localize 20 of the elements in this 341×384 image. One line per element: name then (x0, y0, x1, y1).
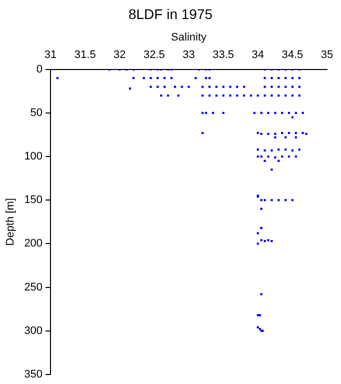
y-tick-label: 250 (24, 281, 43, 294)
y-tick-label: 200 (24, 238, 43, 250)
y-tick-label: 50 (30, 107, 43, 120)
x-axis-title: Salinity (171, 32, 207, 44)
y-axis-title: Depth [m] (4, 198, 17, 246)
x-tick-label: 34 (252, 48, 264, 61)
y-tick-label: 300 (24, 324, 43, 337)
x-tick-label: 31 (44, 48, 57, 61)
x-tick-label: 33 (182, 48, 195, 61)
x-tick-label: 32.5 (144, 48, 165, 61)
y-tick-label: 150 (24, 194, 43, 206)
x-tick-label: 33.5 (212, 48, 234, 61)
y-tick-label: 350 (24, 368, 43, 380)
x-tick-label: 32 (114, 48, 126, 61)
x-tick-label: 34.5 (282, 48, 304, 61)
y-tick-label: 0 (36, 63, 43, 76)
x-tick-label: 31.5 (74, 48, 96, 61)
y-tick-label: 100 (24, 150, 43, 163)
chart-title: 8LDF in 1975 (127, 6, 214, 22)
x-tick-label: 35 (320, 48, 334, 61)
